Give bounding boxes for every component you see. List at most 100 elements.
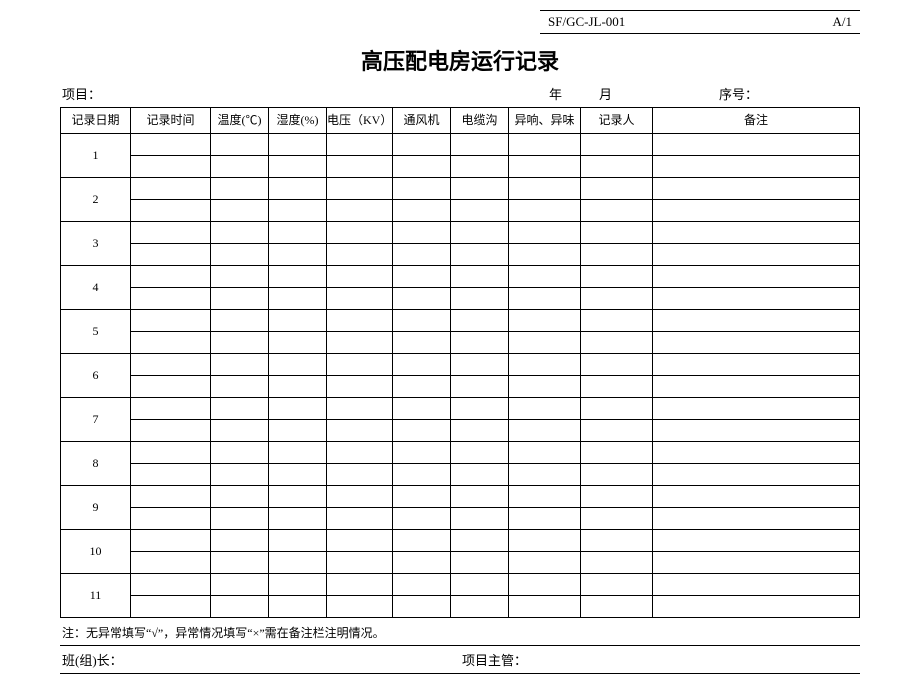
data-cell <box>393 332 451 354</box>
data-cell <box>509 288 581 310</box>
col-header: 记录时间 <box>131 108 211 134</box>
data-cell <box>327 530 393 552</box>
data-cell <box>581 530 653 552</box>
data-cell <box>269 552 327 574</box>
data-cell <box>327 508 393 530</box>
data-cell <box>269 420 327 442</box>
data-cell <box>269 200 327 222</box>
data-cell <box>451 244 509 266</box>
data-cell <box>211 464 269 486</box>
data-cell <box>393 398 451 420</box>
doc-code-left: SF/GC-JL-001 <box>548 14 625 30</box>
data-cell <box>509 200 581 222</box>
data-cell <box>269 354 327 376</box>
data-cell <box>327 420 393 442</box>
data-cell <box>393 222 451 244</box>
meta-seq-label: 序号： <box>612 84 858 103</box>
data-cell <box>131 200 211 222</box>
table-row <box>61 508 860 530</box>
data-cell <box>653 332 860 354</box>
data-cell <box>509 156 581 178</box>
data-cell <box>451 508 509 530</box>
table-row: 6 <box>61 354 860 376</box>
table-row <box>61 596 860 618</box>
data-cell <box>653 200 860 222</box>
data-cell <box>269 310 327 332</box>
data-cell <box>393 420 451 442</box>
row-number-cell: 9 <box>61 486 131 530</box>
data-cell <box>131 310 211 332</box>
data-cell <box>211 332 269 354</box>
data-cell <box>451 574 509 596</box>
data-cell <box>327 552 393 574</box>
table-row <box>61 464 860 486</box>
data-cell <box>393 574 451 596</box>
data-cell <box>327 288 393 310</box>
data-cell <box>451 376 509 398</box>
col-header: 记录人 <box>581 108 653 134</box>
data-cell <box>211 596 269 618</box>
doc-code-right: A/1 <box>833 14 853 30</box>
data-cell <box>653 398 860 420</box>
data-cell <box>653 530 860 552</box>
data-cell <box>451 486 509 508</box>
data-cell <box>509 178 581 200</box>
data-cell <box>581 398 653 420</box>
data-cell <box>653 288 860 310</box>
data-cell <box>581 354 653 376</box>
col-header: 温度(℃) <box>211 108 269 134</box>
data-cell <box>451 178 509 200</box>
data-cell <box>131 552 211 574</box>
data-cell <box>131 244 211 266</box>
data-cell <box>509 266 581 288</box>
data-cell <box>327 596 393 618</box>
data-cell <box>211 310 269 332</box>
data-cell <box>131 288 211 310</box>
row-number-cell: 8 <box>61 442 131 486</box>
data-cell <box>581 574 653 596</box>
data-cell <box>509 222 581 244</box>
data-cell <box>269 574 327 596</box>
data-cell <box>327 354 393 376</box>
data-cell <box>393 156 451 178</box>
data-cell <box>581 288 653 310</box>
data-cell <box>269 530 327 552</box>
table-row <box>61 420 860 442</box>
data-cell <box>509 442 581 464</box>
data-cell <box>653 266 860 288</box>
data-cell <box>131 222 211 244</box>
data-cell <box>581 200 653 222</box>
data-cell <box>327 178 393 200</box>
data-cell <box>653 574 860 596</box>
data-cell <box>211 376 269 398</box>
data-cell <box>393 200 451 222</box>
data-cell <box>393 508 451 530</box>
row-number-cell: 1 <box>61 134 131 178</box>
data-cell <box>269 266 327 288</box>
table-row: 4 <box>61 266 860 288</box>
data-cell <box>581 222 653 244</box>
data-cell <box>211 200 269 222</box>
data-cell <box>653 464 860 486</box>
data-cell <box>131 596 211 618</box>
data-cell <box>211 178 269 200</box>
table-row: 7 <box>61 398 860 420</box>
row-number-cell: 11 <box>61 574 131 618</box>
data-cell <box>581 420 653 442</box>
data-cell <box>131 420 211 442</box>
data-cell <box>653 376 860 398</box>
data-cell <box>269 442 327 464</box>
data-cell <box>393 442 451 464</box>
row-number-cell: 3 <box>61 222 131 266</box>
data-cell <box>269 332 327 354</box>
data-cell <box>509 332 581 354</box>
table-row: 1 <box>61 134 860 156</box>
data-cell <box>211 552 269 574</box>
data-cell <box>451 552 509 574</box>
row-number-cell: 7 <box>61 398 131 442</box>
data-cell <box>653 552 860 574</box>
data-cell <box>653 244 860 266</box>
row-number-cell: 10 <box>61 530 131 574</box>
data-cell <box>327 464 393 486</box>
data-cell <box>131 574 211 596</box>
